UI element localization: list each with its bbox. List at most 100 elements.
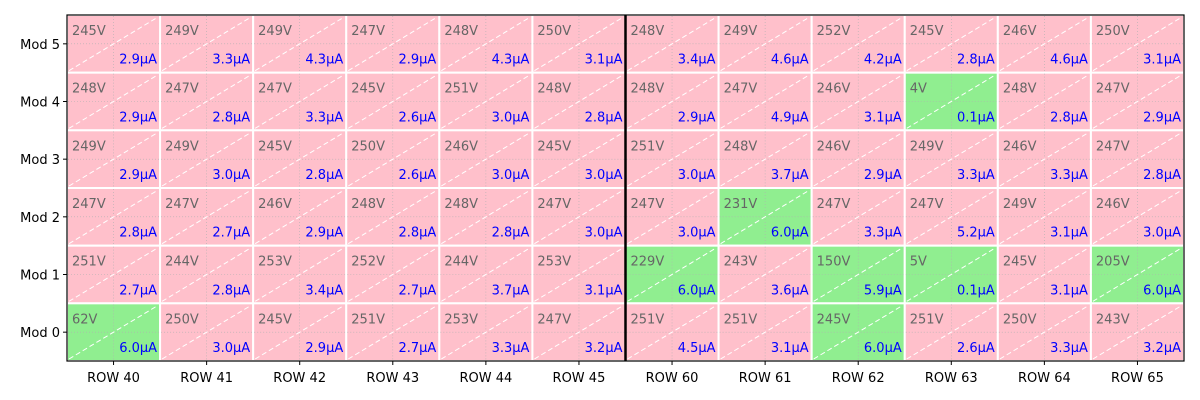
current-label: 2.9μA: [398, 53, 436, 68]
current-label: 2.7μA: [212, 226, 250, 241]
current-label: 3.4μA: [678, 53, 716, 68]
voltage-label: 250V: [351, 139, 385, 154]
cell-diagonal: [1092, 304, 1183, 360]
current-label: 2.8μA: [212, 110, 250, 125]
cell-1-11: 247V 2.9μA: [1089, 71, 1185, 132]
cell-diagonal: [1092, 247, 1183, 302]
cell-diagonal: [441, 304, 531, 360]
current-label: 3.1μA: [585, 53, 623, 68]
cell-diagonal: [906, 131, 997, 187]
voltage-label: 248V: [631, 82, 665, 97]
voltage-label: 245V: [537, 139, 571, 154]
y-tick-label: Mod 5: [20, 38, 60, 53]
voltage-label: 249V: [258, 24, 292, 39]
voltage-label: 245V: [817, 312, 851, 327]
voltage-label: 245V: [258, 139, 292, 154]
cell-diagonal: [906, 16, 997, 72]
voltage-label: 245V: [351, 82, 385, 97]
cell-5-0: 62V 6.0μA: [66, 302, 162, 363]
x-tick-label: ROW 45: [553, 371, 606, 386]
voltage-label: 247V: [537, 312, 571, 327]
cell-diagonal: [161, 131, 252, 187]
current-label: 3.2μA: [1143, 341, 1181, 356]
voltage-label: 246V: [1096, 197, 1130, 212]
current-label: 3.1μA: [585, 283, 623, 298]
current-label: 3.0μA: [678, 168, 716, 183]
cell-diagonal: [627, 74, 717, 129]
current-label: 3.0μA: [585, 168, 623, 183]
voltage-label: 249V: [72, 139, 106, 154]
current-label: 5.9μA: [864, 283, 902, 298]
cell-diagonal: [68, 189, 159, 245]
cell-1-6: 248V 2.9μA: [624, 71, 720, 132]
cell-0-10: 246V 4.6μA: [996, 14, 1092, 74]
cell-diagonal: [720, 131, 810, 187]
cell-diagonal: [254, 247, 345, 302]
cell-5-6: 251V 4.5μA: [624, 302, 720, 363]
cell-diagonal: [1092, 16, 1183, 72]
cell-diagonal: [441, 74, 531, 129]
voltage-label: 253V: [258, 255, 292, 270]
cell-diagonal: [813, 131, 904, 187]
current-label: 3.7μA: [492, 283, 530, 298]
current-label: 3.3μA: [305, 110, 343, 125]
cell-diagonal: [627, 304, 717, 360]
voltage-label: 247V: [1096, 82, 1130, 97]
current-label: 2.8μA: [119, 226, 157, 241]
voltage-label: 243V: [724, 255, 758, 270]
cell-1-8: 246V 3.1μA: [810, 71, 906, 132]
cell-diagonal: [347, 189, 438, 245]
cell-diagonal: [254, 131, 345, 187]
current-label: 6.0μA: [119, 341, 157, 356]
current-label: 3.3μA: [864, 226, 902, 241]
cell-diagonal: [534, 189, 624, 245]
cell-4-10: 245V 3.1μA: [996, 244, 1092, 305]
cell-5-11: 243V 3.2μA: [1089, 302, 1185, 363]
voltage-label: 248V: [1003, 82, 1037, 97]
current-label: 2.8μA: [957, 53, 995, 68]
y-tick-label: Mod 0: [20, 326, 60, 341]
x-tick-label: ROW 44: [459, 371, 512, 386]
cell-diagonal: [813, 304, 904, 360]
cell-2-9: 249V 3.3μA: [903, 129, 999, 189]
voltage-label: 205V: [1096, 255, 1130, 270]
current-label: 2.8μA: [492, 226, 530, 241]
cell-0-5: 250V 3.1μA: [531, 14, 627, 74]
cell-2-5: 245V 3.0μA: [531, 129, 627, 189]
cell-4-2: 253V 3.4μA: [252, 244, 348, 305]
current-label: 6.0μA: [678, 283, 716, 298]
cell-0-6: 248V 3.4μA: [624, 14, 720, 74]
cell-5-8: 245V 6.0μA: [810, 302, 906, 363]
cell-diagonal: [627, 247, 717, 302]
voltage-label: 251V: [631, 139, 665, 154]
current-label: 3.0μA: [492, 168, 530, 183]
cell-1-7: 247V 4.9μA: [717, 71, 813, 132]
cell-3-4: 248V 2.8μA: [438, 187, 534, 247]
cell-diagonal: [534, 16, 624, 72]
current-label: 3.0μA: [212, 341, 250, 356]
cell-4-8: 150V 5.9μA: [810, 244, 906, 305]
voltage-label: 247V: [1096, 139, 1130, 154]
voltage-label: 248V: [537, 82, 571, 97]
cell-diagonal: [347, 304, 438, 360]
current-label: 3.0μA: [1143, 226, 1181, 241]
voltage-label: 247V: [910, 197, 944, 212]
cell-3-7: 231V 6.0μA: [717, 187, 813, 247]
voltage-label: 250V: [537, 24, 571, 39]
cell-diagonal: [627, 189, 717, 245]
cell-diagonal: [68, 74, 159, 129]
cell-2-4: 246V 3.0μA: [438, 129, 534, 189]
current-label: 2.9μA: [864, 168, 902, 183]
x-tick-label: ROW 43: [366, 371, 419, 386]
voltage-label: 246V: [1003, 139, 1037, 154]
voltage-label: 250V: [1096, 24, 1130, 39]
x-tick-label: ROW 61: [739, 371, 792, 386]
voltage-label: 252V: [817, 24, 851, 39]
voltage-label: 247V: [817, 197, 851, 212]
cell-5-3: 251V 2.7μA: [345, 302, 441, 363]
voltage-label: 245V: [72, 24, 106, 39]
cell-1-4: 251V 3.0μA: [438, 71, 534, 132]
cell-diagonal: [1092, 189, 1183, 245]
cell-5-2: 245V 2.9μA: [252, 302, 348, 363]
voltage-label: 5V: [910, 255, 927, 270]
